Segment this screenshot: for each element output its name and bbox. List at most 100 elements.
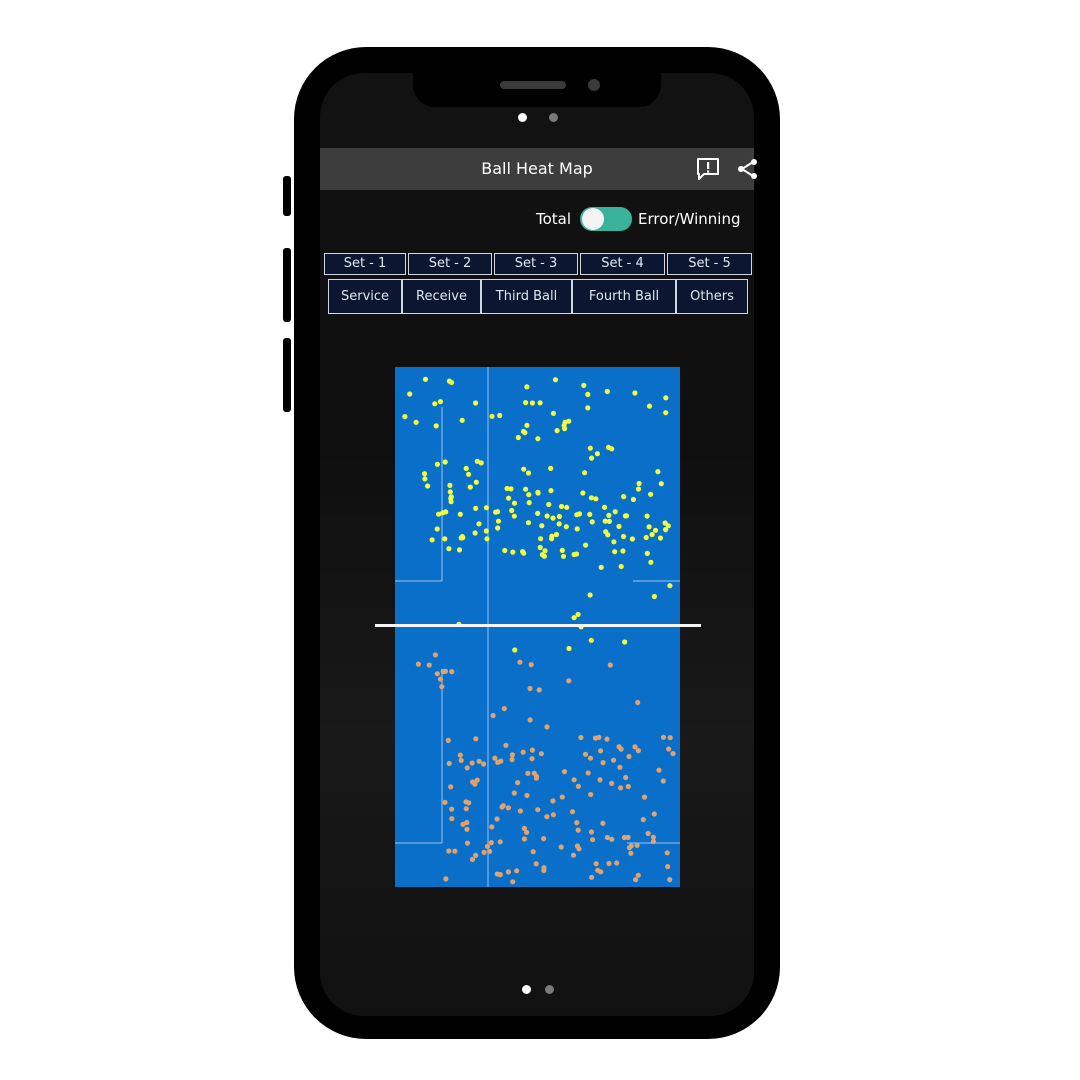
top-point [515,434,521,441]
top-point [544,513,550,519]
bottom-point [473,852,479,858]
tab-fourth-ball[interactable]: Fourth Ball [572,279,676,314]
bottom-point [452,848,458,854]
bottom-point [445,737,451,743]
toggle-knob[interactable] [582,208,604,230]
bottom-point [645,830,651,837]
top-point [644,550,650,556]
bottom-point [574,843,580,849]
bottom-point [559,794,565,800]
bottom-point [521,836,527,842]
bottom-point [635,748,641,754]
top-point [605,444,612,450]
bottom-point [574,820,580,826]
top-point [541,553,547,559]
top-point [587,511,593,517]
bottom-point [566,678,572,684]
top-point [521,466,527,472]
court-net [375,624,701,627]
bottom-point [474,777,480,783]
top-point [643,534,649,541]
bottom-point [499,804,505,810]
top-point [520,549,526,555]
bottom-point [443,876,449,882]
top-point [598,564,604,570]
bottom-point [501,706,507,712]
top-point [457,511,463,517]
bottom-point [635,699,641,706]
top-point [587,592,593,598]
top-point [652,527,659,533]
top-point [473,505,479,511]
bottom-point [609,836,615,842]
top-point [526,500,532,506]
top-point [618,563,624,570]
bottom-point [597,777,603,783]
bottom-point [527,685,533,692]
top-point [525,520,532,526]
bottom-point [650,834,656,840]
bottom-point [458,757,464,763]
tab-set-1[interactable]: Set - 1 [324,253,406,275]
top-point [621,533,627,540]
page-indicator-bottom-dot-2[interactable] [545,985,554,994]
tab-set-4[interactable]: Set - 4 [580,253,665,275]
bottom-point [530,849,536,855]
bottom-point [517,808,523,814]
bottom-point [446,760,452,767]
top-point [554,428,560,434]
top-point [581,382,587,388]
top-point [648,559,654,565]
bottom-point [426,662,432,668]
report-icon[interactable] [695,156,721,182]
tab-service[interactable]: Service [328,279,402,314]
top-point [648,491,654,497]
bottom-point [588,829,595,835]
bottom-point [481,761,487,767]
tab-set-5[interactable]: Set - 5 [667,253,752,275]
bottom-point [575,783,581,789]
bottom-point [660,734,667,740]
page-indicator-dot-2[interactable] [549,113,558,122]
bottom-point [632,744,638,750]
page-indicator-dot-1[interactable] [518,113,527,122]
tab-set-3[interactable]: Set - 3 [494,253,578,275]
bottom-point [484,843,491,849]
bottom-point [469,760,475,766]
bottom-point [670,751,676,757]
top-point [448,499,454,505]
bottom-point [582,751,589,757]
bottom-point [604,736,610,742]
tab-receive[interactable]: Receive [402,279,481,314]
bottom-point [578,734,584,741]
bottom-point [470,779,476,785]
tab-others[interactable]: Others [676,279,748,314]
top-point [589,519,595,525]
top-point [535,510,541,516]
top-point [588,637,594,643]
bottom-point [550,812,556,818]
bottom-point [623,774,629,781]
bottom-point [442,799,448,805]
bottom-point [596,734,602,740]
top-point [429,537,435,543]
total-error-toggle[interactable] [580,207,632,231]
top-point [644,513,650,519]
top-point [574,551,580,557]
toggle-label-error-winning: Error/Winning [638,210,741,228]
top-point [576,511,583,517]
tab-set-2[interactable]: Set - 2 [408,253,492,275]
top-point [538,536,544,542]
top-point [636,480,642,487]
tab-third-ball[interactable]: Third Ball [481,279,572,314]
top-point [566,645,572,652]
top-point [602,504,608,510]
top-point [442,536,448,542]
share-icon[interactable] [736,156,762,182]
top-point [512,647,518,653]
front-camera [588,79,600,91]
bottom-point [415,661,421,667]
top-point [466,471,472,477]
page-indicator-bottom-dot-1[interactable] [522,985,531,994]
bottom-point [446,848,452,854]
